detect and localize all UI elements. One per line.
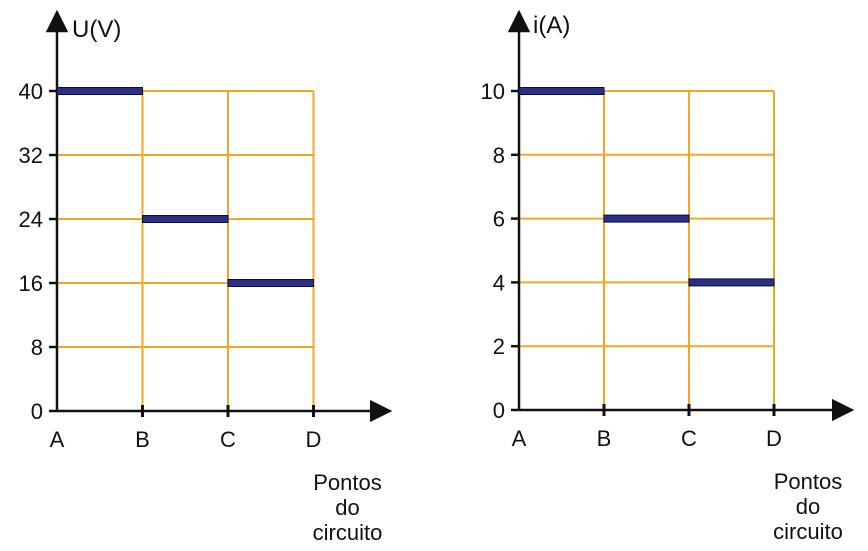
y-axis-title: U(V) <box>72 16 121 43</box>
x-axis-title-line: Pontos <box>313 470 382 495</box>
data-segment <box>518 87 605 95</box>
y-tick-label: 40 <box>19 79 43 104</box>
y-tick-label: 4 <box>493 270 505 295</box>
y-tick-label: 6 <box>493 207 505 232</box>
data-segment <box>56 87 143 95</box>
y-tick-label: 24 <box>19 207 43 232</box>
data-segment <box>142 215 229 223</box>
y-axis-title: i(A) <box>533 12 570 39</box>
x-tick-label: B <box>597 426 612 451</box>
x-tick-label: B <box>135 427 150 452</box>
x-tick-label: A <box>512 426 527 451</box>
x-axis-title-line: circuito <box>313 520 383 545</box>
y-tick-label: 2 <box>493 334 505 359</box>
x-tick-label: D <box>306 427 322 452</box>
x-tick-label: A <box>50 427 65 452</box>
y-tick-label: 16 <box>19 271 43 296</box>
x-axis-title-line: do <box>796 494 820 519</box>
x-tick-label: C <box>681 426 697 451</box>
y-tick-label: 0 <box>493 398 505 423</box>
y-tick-label: 0 <box>31 399 43 424</box>
data-segment <box>603 214 690 223</box>
x-axis-title-line: Pontos <box>774 469 843 494</box>
x-tick-label: D <box>766 426 782 451</box>
y-tick-label: 32 <box>19 143 43 168</box>
data-segment <box>688 278 775 287</box>
y-tick-label: 8 <box>493 143 505 168</box>
y-tick-label: 8 <box>31 335 43 360</box>
data-segment <box>227 279 314 287</box>
y-tick-label: 10 <box>481 79 505 104</box>
x-tick-label: C <box>220 427 236 452</box>
x-axis-title-line: do <box>335 495 359 520</box>
x-axis-title-line: circuito <box>773 519 843 544</box>
